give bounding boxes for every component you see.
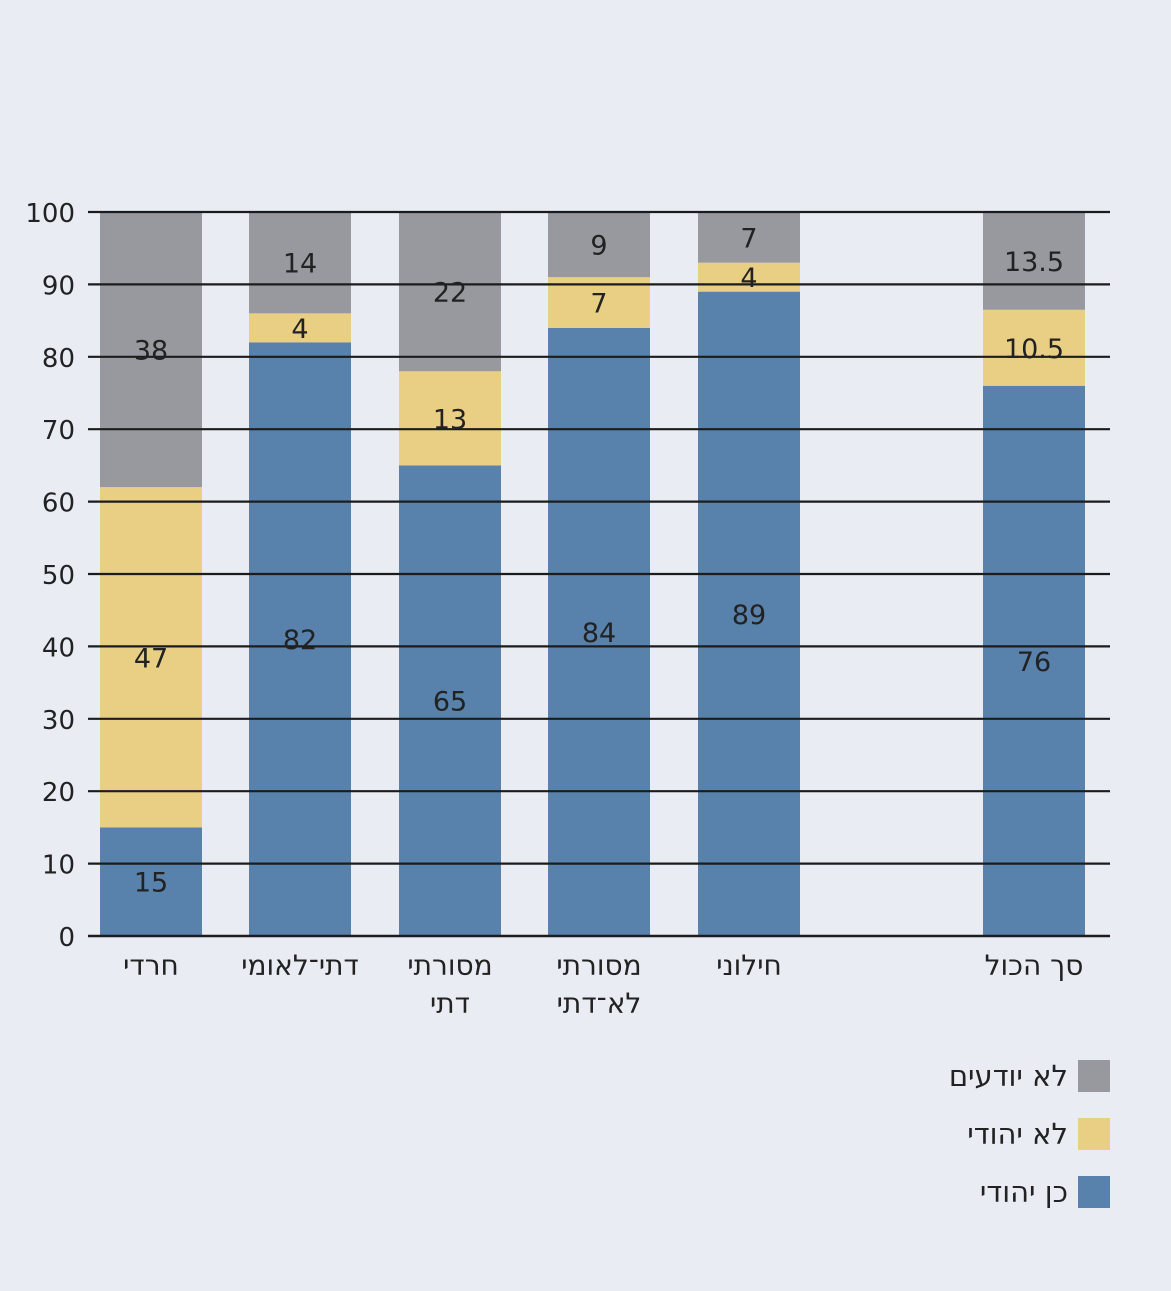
data-label: 4 [740,263,757,294]
y-tick-label: 90 [42,271,75,301]
y-tick-label: 30 [42,706,75,736]
data-label: 22 [433,278,467,309]
legend-label: לא יהודי [967,1117,1068,1151]
legend-item-dont-know: לא יודעים [949,1060,1110,1092]
bar-segment [983,309,1085,386]
bar-segment [399,371,501,466]
y-tick-label: 70 [42,416,75,446]
bar-segment [698,262,800,292]
bar-segment [249,342,351,936]
x-tick-label: דתי־לאומי [241,949,359,982]
y-tick-label: 10 [42,851,75,881]
data-label: 47 [134,643,168,674]
bar-segment [698,291,800,936]
bar-segment [100,212,202,488]
data-label: 84 [582,618,616,649]
legend-swatch-yellow [1078,1118,1110,1150]
x-tick-label: לא־דתי [557,987,642,1020]
data-label: 9 [590,231,607,262]
bar-segment [100,827,202,936]
data-label: 82 [283,625,317,656]
y-tick-label: 80 [42,344,75,374]
bar-segment [399,212,501,372]
legend-label: כן יהודי [979,1175,1068,1209]
y-tick-label: 20 [42,778,75,808]
data-label: 10.5 [1004,334,1064,365]
data-label: 7 [590,289,607,320]
y-tick-label: 50 [42,561,75,591]
data-label: 13 [433,404,467,435]
bar-segment [548,212,650,278]
data-label: 38 [134,336,168,367]
data-label: 76 [1017,647,1051,678]
x-tick-label: סך הכול [985,949,1084,982]
bar-segment [100,487,202,828]
data-label: 7 [740,223,757,254]
data-label: 14 [283,249,317,280]
bar-segment [399,465,501,936]
legend-item-not-jewish: לא יהודי [949,1118,1110,1150]
y-tick-label: 60 [42,489,75,519]
data-label: 15 [134,868,168,899]
x-tick-label: חרדי [123,949,179,982]
x-tick-label: מסורתי [556,949,641,982]
data-label: 65 [433,687,467,718]
x-tick-label: חילוני [716,949,782,982]
legend: לא יודעים לא יהודי כן יהודי [949,1060,1110,1208]
x-tick-label: מסורתי [407,949,492,982]
y-tick-label: 40 [42,633,75,663]
legend-label: לא יודעים [948,1059,1068,1093]
y-tick-label: 100 [25,199,75,229]
legend-swatch-blue [1078,1176,1110,1208]
data-label: 4 [291,314,308,345]
bar-segment [983,385,1085,936]
data-label: 13.5 [1004,247,1064,278]
bar-segment [983,212,1085,310]
bar-segment [548,277,650,328]
legend-item-yes-jewish: כן יהודי [949,1176,1110,1208]
legend-swatch-gray [1078,1060,1110,1092]
bar-segment [249,212,351,314]
y-tick-label: 0 [58,923,75,953]
data-label: 89 [732,600,766,631]
bar-segment [698,212,800,263]
x-tick-label: דתי [430,987,470,1020]
bar-segment [249,313,351,343]
